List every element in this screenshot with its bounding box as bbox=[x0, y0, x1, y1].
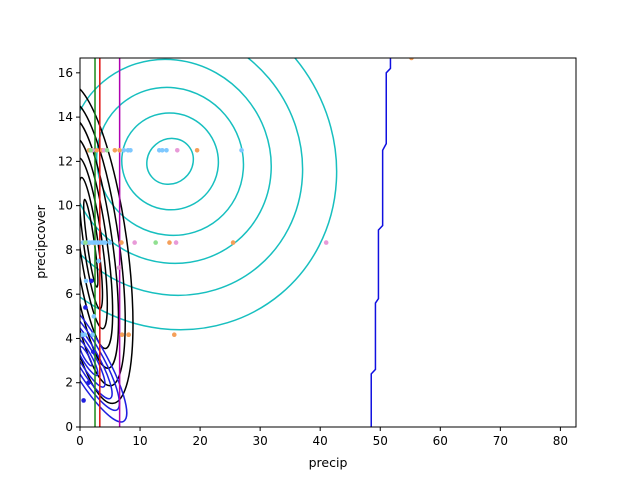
y-tick-label-5: 10 bbox=[58, 199, 73, 213]
data-point-4-3 bbox=[83, 305, 88, 310]
kde-contour-2-4 bbox=[80, 301, 121, 412]
y-tick-label-8: 16 bbox=[58, 66, 73, 80]
kde-contour-2-5 bbox=[80, 289, 128, 423]
data-point-3-1 bbox=[88, 148, 94, 153]
x-tick-label-4: 40 bbox=[313, 434, 328, 448]
kde-contour-0-2 bbox=[95, 86, 245, 237]
x-tick-label-2: 20 bbox=[192, 434, 207, 448]
x-tick-label-3: 30 bbox=[253, 434, 268, 448]
kde-contour-0-5 bbox=[80, 58, 338, 331]
x-tick-label-8: 80 bbox=[553, 434, 568, 448]
data-point-1-10 bbox=[107, 240, 113, 245]
x-axis-label: precip bbox=[309, 455, 348, 470]
x-axis-ticks: 0 10 20 30 40 50 60 70 80 bbox=[76, 427, 568, 448]
kde-contour-0-0 bbox=[146, 137, 195, 186]
data-point-3-0 bbox=[153, 240, 158, 245]
y-tick-label-6: 12 bbox=[58, 154, 73, 168]
data-point-3-2 bbox=[104, 148, 110, 153]
data-point-2-2 bbox=[173, 240, 179, 245]
kde-contour-0-3 bbox=[80, 58, 272, 265]
data-point-0-3 bbox=[112, 148, 118, 153]
data-point-2-3 bbox=[132, 240, 137, 245]
y-tick-label-4: 8 bbox=[65, 243, 73, 257]
data-point-1-9 bbox=[102, 240, 108, 245]
y-tick-label-0: 0 bbox=[65, 420, 73, 434]
x-tick-label-7: 70 bbox=[493, 434, 508, 448]
data-point-2-0 bbox=[174, 148, 180, 153]
data-point-1-11 bbox=[121, 148, 127, 153]
decision-boundary bbox=[370, 58, 392, 427]
data-point-0-7 bbox=[194, 148, 200, 153]
y-tick-label-7: 14 bbox=[58, 110, 73, 124]
data-point-1-21 bbox=[90, 332, 95, 337]
x-tick-label-1: 10 bbox=[132, 434, 147, 448]
x-tick-label-6: 60 bbox=[433, 434, 448, 448]
data-point-0-10 bbox=[119, 332, 125, 337]
data-point-2-1 bbox=[323, 240, 329, 245]
data-point-1-19 bbox=[82, 332, 88, 337]
data-point-0-12 bbox=[171, 332, 177, 337]
kde-contour-0-1 bbox=[121, 112, 220, 211]
data-point-1-17 bbox=[239, 148, 244, 153]
y-tick-label-2: 4 bbox=[65, 331, 73, 345]
data-point-0-11 bbox=[126, 332, 131, 337]
data-point-4-0 bbox=[81, 398, 86, 403]
y-axis-label: precipcover bbox=[33, 204, 48, 278]
kde-contour-0-4 bbox=[80, 58, 304, 297]
data-point-0-9 bbox=[119, 240, 124, 245]
data-point-1-22 bbox=[91, 314, 97, 319]
data-point-0-1 bbox=[94, 148, 100, 153]
data-point-0-4 bbox=[117, 148, 122, 153]
data-point-4-4 bbox=[89, 278, 94, 284]
data-point-1-15 bbox=[159, 148, 165, 153]
data-point-0-13 bbox=[409, 58, 414, 61]
data-point-4-1 bbox=[86, 380, 91, 386]
kde-contour-1-6 bbox=[80, 82, 134, 405]
data-point-2-6 bbox=[116, 265, 122, 270]
x-tick-label-0: 0 bbox=[76, 434, 84, 448]
y-axis-ticks: 0 2 4 6 8 10 12 14 16 bbox=[58, 66, 80, 434]
data-point-1-16 bbox=[164, 148, 169, 153]
plot-content bbox=[80, 58, 414, 427]
data-point-0-8 bbox=[230, 240, 236, 245]
y-tick-label-3: 6 bbox=[65, 287, 73, 301]
kde-contour-2-1 bbox=[80, 336, 99, 377]
data-point-1-23 bbox=[96, 258, 101, 264]
data-point-1-13 bbox=[128, 148, 133, 153]
data-point-0-6 bbox=[167, 240, 172, 245]
data-point-1-20 bbox=[83, 278, 89, 284]
y-tick-label-1: 2 bbox=[65, 376, 73, 390]
x-tick-label-5: 50 bbox=[373, 434, 388, 448]
data-point-4-2 bbox=[90, 349, 96, 355]
plot-frame bbox=[79, 57, 577, 428]
data-point-3-3 bbox=[83, 240, 88, 245]
